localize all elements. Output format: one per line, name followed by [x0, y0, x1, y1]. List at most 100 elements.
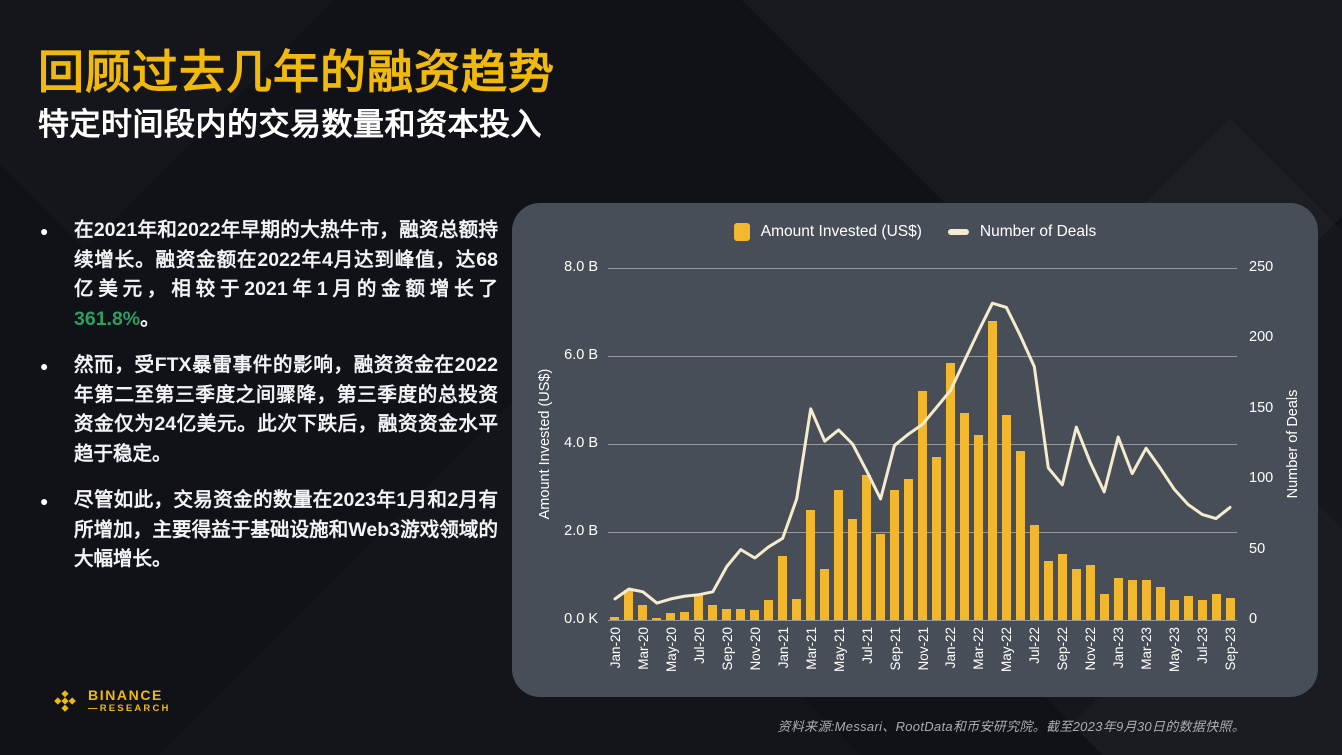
bullet-text: 在2021年和2022年早期的大热牛市，融资总额持续增长。融资金额在2022年4… — [74, 219, 498, 330]
x-axis-tick-label: Mar-23 — [1139, 627, 1155, 670]
page-subtitle: 特定时间段内的交易数量和资本投入 — [38, 107, 542, 142]
invested-bar — [904, 479, 914, 620]
x-axis-tick-label: Jul-23 — [1195, 627, 1211, 664]
x-axis-tick-label: Jul-20 — [691, 627, 707, 664]
x-axis-tick-label: Sep-21 — [887, 627, 903, 671]
right-axis-tick-label: 0 — [1249, 611, 1258, 627]
chart-panel: Amount Invested (US$) Number of Deals Amo… — [512, 203, 1318, 697]
x-axis-tick-label: Jan-21 — [775, 627, 791, 669]
gridline — [608, 268, 1237, 269]
invested-bar — [708, 605, 718, 620]
x-axis-tick-label: May-23 — [1167, 627, 1183, 673]
bullet-dot-icon: ● — [40, 223, 49, 239]
x-axis-tick-label: Jan-20 — [607, 627, 623, 669]
right-axis-tick-label: 200 — [1249, 329, 1274, 346]
gridline — [608, 356, 1237, 357]
invested-bar — [945, 362, 955, 620]
invested-bar — [694, 594, 704, 620]
legend-item: Amount Invested (US$) — [733, 223, 922, 241]
invested-bar — [1015, 450, 1025, 620]
bullet-text: 尽管如此，交易资金的数量在2023年1月和2月有所增加，主要得益于基础设施和We… — [74, 489, 498, 570]
x-axis-tick-label: May-22 — [999, 627, 1015, 673]
invested-bar — [834, 490, 844, 620]
invested-bar — [862, 474, 872, 620]
plot-area — [608, 268, 1237, 621]
binance-research-logo: BINANCE —RESEARCH — [50, 686, 171, 716]
invested-bar — [931, 457, 941, 620]
invested-bar — [736, 608, 746, 620]
invested-bar — [666, 613, 676, 620]
invested-bar — [1099, 593, 1109, 620]
invested-bar — [1197, 600, 1207, 620]
bullet-text: 然而，受FTX暴雷事件的影响，融资资金在2022年第二至第三季度之间骤降，第三季… — [74, 354, 498, 465]
right-axis-tick-label: 100 — [1249, 470, 1274, 487]
invested-bar — [1169, 600, 1179, 620]
right-axis-tick-label: 150 — [1249, 399, 1274, 416]
invested-bar — [638, 605, 648, 620]
bullet-list: ● 在2021年和2022年早期的大热牛市，融资总额持续增长。融资金额在2022年… — [38, 216, 498, 592]
invested-bar — [1127, 580, 1137, 620]
legend-label: Number of Deals — [979, 223, 1097, 240]
x-axis-tick-label: Jul-22 — [1027, 627, 1043, 664]
invested-bar — [750, 610, 760, 620]
invested-bar — [1043, 560, 1053, 620]
deals-line — [613, 301, 1232, 605]
invested-bar — [1113, 578, 1123, 620]
x-axis-tick-label: Nov-21 — [915, 627, 931, 671]
invested-bar — [1085, 565, 1095, 620]
invested-bar — [1001, 415, 1011, 620]
right-axis-tick-label: 250 — [1249, 259, 1274, 275]
bullet-item: ● 在2021年和2022年早期的大热牛市，融资总额持续增长。融资金额在2022年… — [38, 216, 498, 334]
x-axis-tick-label: Jan-22 — [943, 627, 959, 669]
invested-bar — [722, 609, 732, 620]
x-axis-tick-label: Mar-21 — [803, 627, 819, 670]
invested-bar — [959, 413, 969, 620]
legend-label: Amount Invested (US$) — [760, 223, 922, 240]
invested-bar — [1141, 580, 1151, 620]
left-axis-tick-label: 2.0 B — [564, 523, 598, 539]
invested-bar — [1183, 595, 1193, 620]
left-axis-tick-label: 4.0 B — [564, 435, 598, 451]
x-axis-tick-label: May-20 — [663, 627, 679, 673]
invested-bar — [1057, 554, 1067, 620]
invested-bar — [820, 569, 830, 620]
left-axis-tick-label: 8.0 B — [564, 259, 598, 275]
invested-bar — [876, 534, 886, 620]
right-axis-title: Number of Deals — [1285, 389, 1301, 499]
bullet-dot-icon: ● — [40, 493, 49, 509]
invested-bar — [1155, 587, 1165, 620]
bullet-dot-icon: ● — [40, 358, 49, 374]
x-axis-tick-label: Nov-20 — [747, 627, 763, 671]
invested-bar — [973, 435, 983, 620]
invested-bar — [778, 556, 788, 620]
invested-bar — [890, 490, 900, 620]
invested-bar — [1071, 569, 1081, 620]
invested-bar — [792, 599, 802, 620]
right-axis-tick-label: 50 — [1249, 540, 1266, 557]
x-axis-tick-label: Sep-23 — [1223, 627, 1238, 671]
binance-diamond-icon — [54, 690, 76, 712]
legend-item: Number of Deals — [947, 223, 1097, 241]
x-axis-tick-label: Mar-20 — [635, 627, 651, 670]
invested-bar — [764, 599, 774, 620]
invested-bar — [624, 590, 634, 620]
x-axis-tick-label: Jul-21 — [859, 627, 875, 664]
x-axis-tick-label: May-21 — [831, 627, 847, 673]
logo-text-binance: BINANCE — [88, 686, 163, 703]
bullet-item: ● 尽管如此，交易资金的数量在2023年1月和2月有所增加，主要得益于基础设施和W… — [38, 486, 498, 575]
legend-bar-swatch-icon — [733, 223, 750, 241]
logo-text-research: —RESEARCH — [88, 702, 171, 714]
invested-bar — [918, 391, 927, 620]
x-axis-tick-label: Sep-22 — [1055, 627, 1071, 671]
legend-line-swatch-icon — [947, 229, 969, 235]
invested-bar — [848, 518, 858, 620]
invested-bar — [610, 616, 620, 620]
invested-bar — [806, 510, 816, 620]
source-note: 资料来源:Messari、RootData和币安研究院。截至2023年9月30日… — [777, 719, 1245, 734]
x-axis-tick-label: Jan-23 — [1111, 627, 1127, 669]
invested-bar — [1029, 525, 1039, 620]
x-axis-tick-label: Mar-22 — [971, 627, 987, 670]
invested-bar — [987, 320, 997, 620]
invested-bar — [652, 617, 662, 620]
